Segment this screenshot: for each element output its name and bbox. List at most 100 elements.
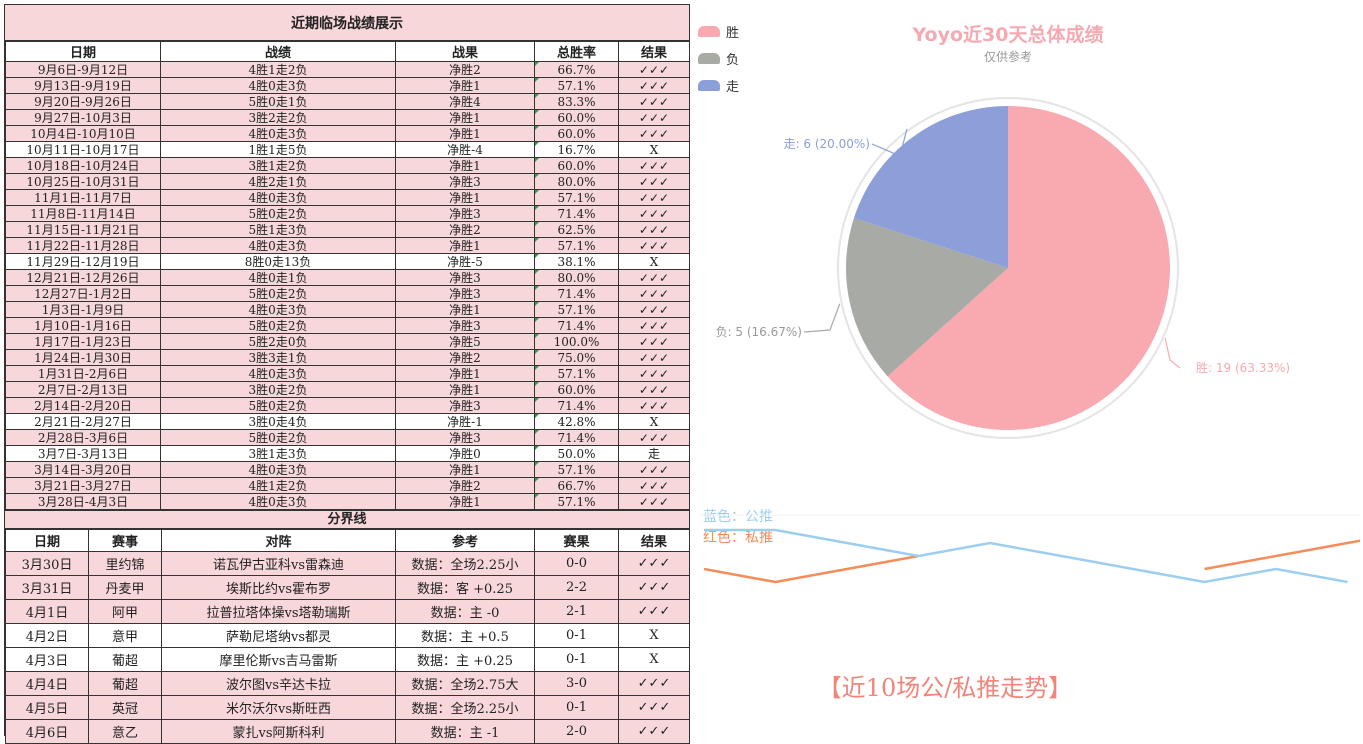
cell-date: 11月8日-11月14日 — [5, 205, 161, 222]
legend-label-draw: 走 — [726, 80, 740, 95]
cell2-score: 0-1 — [534, 647, 619, 672]
cell-rate: 71.4% — [534, 205, 619, 222]
header2-league: 赛事 — [88, 529, 162, 552]
pie-slice-0[interactable] — [887, 106, 1170, 430]
weekly-row: 9月13日-9月19日 4胜0走3负 净胜1 57.1% ✓✓✓ — [5, 77, 690, 94]
cell-date: 10月18日-10月24日 — [5, 157, 161, 174]
cell-rate: 71.4% — [534, 317, 619, 334]
cell2-score: 2-1 — [534, 599, 619, 624]
weekly-row: 11月1日-11月7日 4胜0走3负 净胜1 57.1% ✓✓✓ — [5, 189, 690, 206]
cell-rate: 57.1% — [534, 461, 619, 478]
cell-rate: 60.0% — [534, 381, 619, 398]
cell-rate: 75.0% — [534, 349, 619, 366]
cell2-result: X — [618, 623, 690, 648]
cell-rate: 66.7% — [534, 61, 619, 78]
trend-red-text: 红色：私推 — [703, 530, 773, 546]
pie-label-line-2 — [871, 128, 908, 157]
weekly-row: 3月28日-4月3日 4胜0走3负 净胜1 57.1% ✓✓✓ — [5, 493, 690, 510]
cell-record: 3胜0走2负 — [160, 381, 396, 398]
pie-slice-1[interactable] — [846, 217, 1008, 377]
cell-net: 净胜1 — [395, 109, 535, 126]
cell-date: 1月3日-1月9日 — [5, 301, 161, 318]
cell-rate: 57.1% — [534, 493, 619, 510]
weekly-row: 10月4日-10月10日 4胜0走3负 净胜1 60.0% ✓✓✓ — [5, 125, 690, 142]
cell-net: 净胜-5 — [395, 253, 535, 270]
cell-record: 4胜0走3负 — [160, 493, 396, 510]
cell-record: 3胜1走2负 — [160, 157, 396, 174]
cell-date: 9月20日-9月26日 — [5, 93, 161, 110]
cell-net: 净胜3 — [395, 205, 535, 222]
legend-item-win[interactable]: 胜 — [698, 18, 739, 45]
cell-record: 4胜0走1负 — [160, 269, 396, 286]
pie-slice-2[interactable] — [853, 106, 1008, 268]
match-row: 4月5日 英冠 米尔沃尔vs斯旺西 数据：全场2.25小 0-1 ✓✓✓ — [5, 695, 690, 720]
cell2-league: 葡超 — [88, 671, 162, 696]
cell-result: ✓✓✓ — [618, 477, 690, 494]
cell-date: 3月21日-3月27日 — [5, 477, 161, 494]
cell-net: 净胜5 — [395, 333, 535, 350]
cell-rate: 71.4% — [534, 429, 619, 446]
cell-record: 4胜1走2负 — [160, 61, 396, 78]
cell2-date: 4月6日 — [5, 719, 89, 744]
cell2-result: ✓✓✓ — [618, 671, 690, 696]
cell2-result: ✓✓✓ — [618, 599, 690, 624]
cell-rate: 60.0% — [534, 125, 619, 142]
pie-label-1: 负: 5 (16.67%) — [716, 325, 802, 339]
cell2-date: 4月1日 — [5, 599, 89, 624]
cell2-result: ✓✓✓ — [618, 575, 690, 600]
weekly-row: 1月10日-1月16日 5胜0走2负 净胜3 71.4% ✓✓✓ — [5, 317, 690, 334]
cell-result: ✓✓✓ — [618, 221, 690, 238]
cell-record: 5胜2走0负 — [160, 333, 396, 350]
header-date: 日期 — [5, 41, 161, 62]
cell-result: ✓✓✓ — [618, 285, 690, 302]
cell-net: 净胜2 — [395, 477, 535, 494]
cell-date: 1月24日-1月30日 — [5, 349, 161, 366]
cell-date: 3月14日-3月20日 — [5, 461, 161, 478]
cell-result: X — [618, 413, 690, 430]
legend-item-lose[interactable]: 负 — [698, 45, 739, 72]
cell-net: 净胜-4 — [395, 141, 535, 158]
weekly-row: 11月8日-11月14日 5胜0走2负 净胜3 71.4% ✓✓✓ — [5, 205, 690, 222]
cell2-ref: 数据：主 -0 — [395, 599, 535, 624]
pie-legend: 胜 负 走 — [698, 18, 739, 99]
cell-net: 净胜1 — [395, 365, 535, 382]
match-row: 4月4日 葡超 波尔图vs辛达卡拉 数据：全场2.75大 3-0 ✓✓✓ — [5, 671, 690, 696]
cell2-score: 0-0 — [534, 551, 619, 576]
cell2-date: 3月31日 — [5, 575, 89, 600]
cell-result: ✓✓✓ — [618, 317, 690, 334]
weekly-row: 1月31日-2月6日 4胜0走3负 净胜1 57.1% ✓✓✓ — [5, 365, 690, 382]
cell-date: 3月7日-3月13日 — [5, 445, 161, 462]
cell-rate: 42.8% — [534, 413, 619, 430]
cell-result: X — [618, 141, 690, 158]
header-result: 结果 — [618, 41, 690, 62]
legend-item-draw[interactable]: 走 — [698, 72, 739, 99]
cell2-match: 波尔图vs辛达卡拉 — [161, 671, 396, 696]
weekly-row: 3月21日-3月27日 4胜1走2负 净胜2 66.7% ✓✓✓ — [5, 477, 690, 494]
match-results-table: 日期 赛事 对阵 参考 赛果 结果 3月30日 里约锦 诺瓦伊古亚科vs雷森迪 数据：… — [5, 529, 690, 744]
cell2-date: 4月4日 — [5, 671, 89, 696]
cell2-match: 埃斯比约vs霍布罗 — [161, 575, 396, 600]
header-net: 战果 — [395, 41, 535, 62]
weekly-results-table: 日期 战绩 战果 总胜率 结果 9月6日-9月12日 4胜1走2负 净胜2 66.7%… — [5, 41, 690, 510]
weekly-row: 2月7日-2月13日 3胜0走2负 净胜1 60.0% ✓✓✓ — [5, 381, 690, 398]
legend-swatch-win — [698, 26, 720, 37]
cell2-league: 阿甲 — [88, 599, 162, 624]
cell-result: ✓✓✓ — [618, 77, 690, 94]
cell2-date: 4月5日 — [5, 695, 89, 720]
cell-record: 3胜0走4负 — [160, 413, 396, 430]
header2-result: 结果 — [618, 529, 690, 552]
pie-title: Yoyo近30天总体成绩 — [912, 24, 1104, 46]
cell-date: 3月28日-4月3日 — [5, 493, 161, 510]
cell-result: ✓✓✓ — [618, 349, 690, 366]
cell-record: 5胜0走2负 — [160, 205, 396, 222]
weekly-row: 11月15日-11月21日 5胜1走3负 净胜2 62.5% ✓✓✓ — [5, 221, 690, 238]
cell-net: 净胜3 — [395, 429, 535, 446]
weekly-header-row: 日期 战绩 战果 总胜率 结果 — [5, 41, 690, 62]
cell2-league: 丹麦甲 — [88, 575, 162, 600]
cell-net: 净胜4 — [395, 93, 535, 110]
header2-score: 赛果 — [534, 529, 619, 552]
cell-result: ✓✓✓ — [618, 381, 690, 398]
cell2-match: 蒙扎vs阿斯科利 — [161, 719, 396, 744]
legend-swatch-draw — [698, 80, 720, 91]
legend-label-lose: 负 — [726, 53, 740, 68]
